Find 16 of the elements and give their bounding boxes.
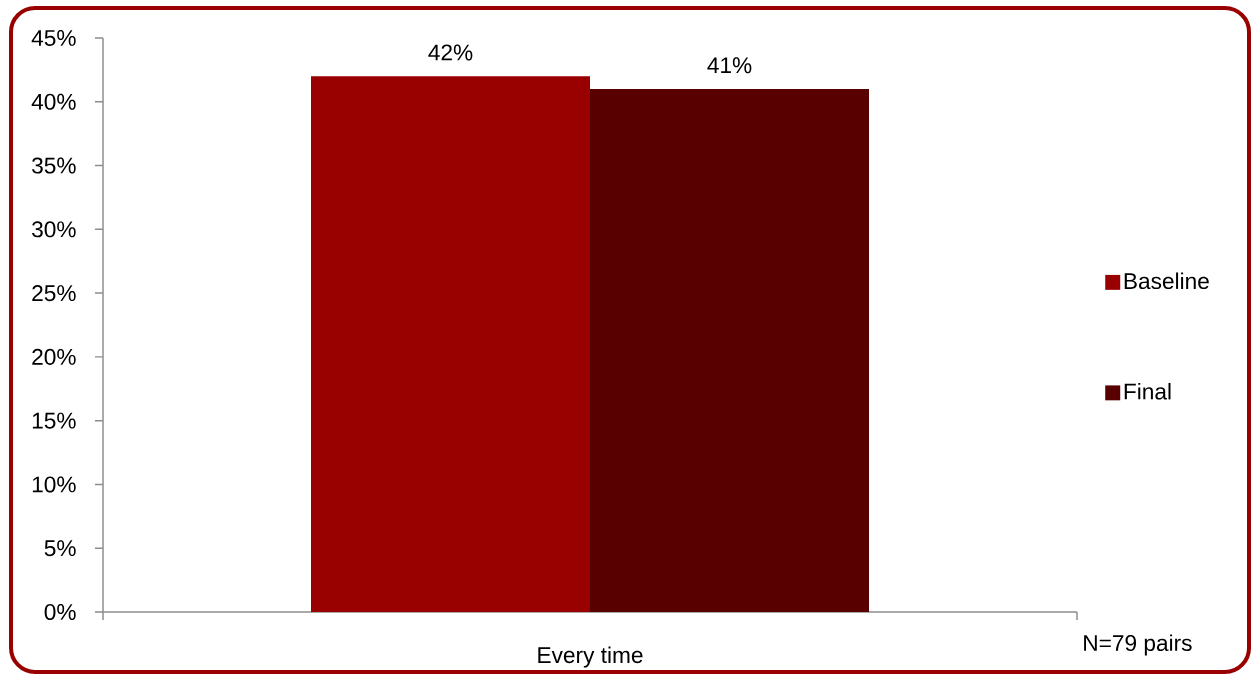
y-tick-label: 5%	[44, 540, 76, 557]
data-label: 42%	[428, 44, 473, 61]
legend-label: Final	[1124, 382, 1171, 400]
data-label: 41%	[707, 57, 752, 74]
x-tick-label: Every time	[538, 646, 643, 668]
y-tick-label: 20%	[32, 348, 76, 365]
text: N=79 pairs	[1084, 634, 1192, 656]
y-tick-label: 0%	[44, 603, 76, 621]
y-tick-label: 45%	[31, 30, 76, 46]
y-tick-label: 10%	[32, 476, 76, 493]
y-tick-label: 30%	[32, 221, 76, 238]
y-tick-label: 15%	[32, 412, 76, 429]
y-tick-label: 25%	[32, 285, 76, 302]
legend-label: Baseline	[1124, 272, 1209, 290]
y-tick-label: 35%	[32, 157, 76, 174]
y-tick-label: 40%	[31, 93, 76, 110]
